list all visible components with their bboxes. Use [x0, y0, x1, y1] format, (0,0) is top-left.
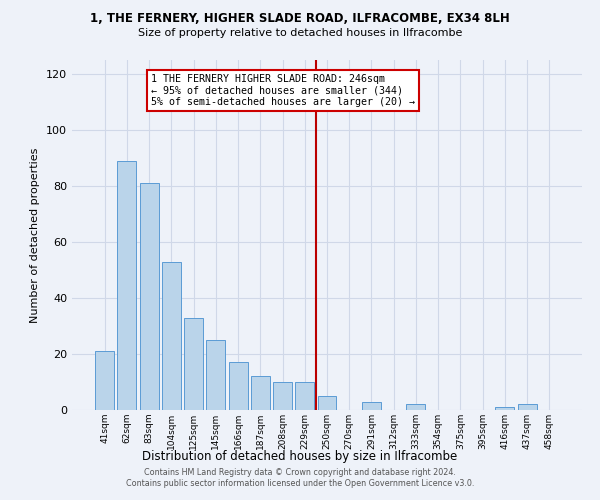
Bar — [184, 318, 203, 410]
Bar — [229, 362, 248, 410]
Bar — [118, 161, 136, 410]
Text: Size of property relative to detached houses in Ilfracombe: Size of property relative to detached ho… — [138, 28, 462, 38]
Bar — [162, 262, 181, 410]
Bar — [273, 382, 292, 410]
Text: 1, THE FERNERY, HIGHER SLADE ROAD, ILFRACOMBE, EX34 8LH: 1, THE FERNERY, HIGHER SLADE ROAD, ILFRA… — [90, 12, 510, 26]
Bar — [251, 376, 270, 410]
Text: 1 THE FERNERY HIGHER SLADE ROAD: 246sqm
← 95% of detached houses are smaller (34: 1 THE FERNERY HIGHER SLADE ROAD: 246sqm … — [151, 74, 415, 107]
Bar — [95, 351, 114, 410]
Bar — [362, 402, 381, 410]
Bar — [295, 382, 314, 410]
Bar — [140, 183, 158, 410]
Bar — [206, 340, 225, 410]
Bar — [496, 407, 514, 410]
Bar — [406, 404, 425, 410]
Bar — [518, 404, 536, 410]
Text: Contains HM Land Registry data © Crown copyright and database right 2024.
Contai: Contains HM Land Registry data © Crown c… — [126, 468, 474, 487]
Text: Distribution of detached houses by size in Ilfracombe: Distribution of detached houses by size … — [142, 450, 458, 463]
Bar — [317, 396, 337, 410]
Y-axis label: Number of detached properties: Number of detached properties — [31, 148, 40, 322]
